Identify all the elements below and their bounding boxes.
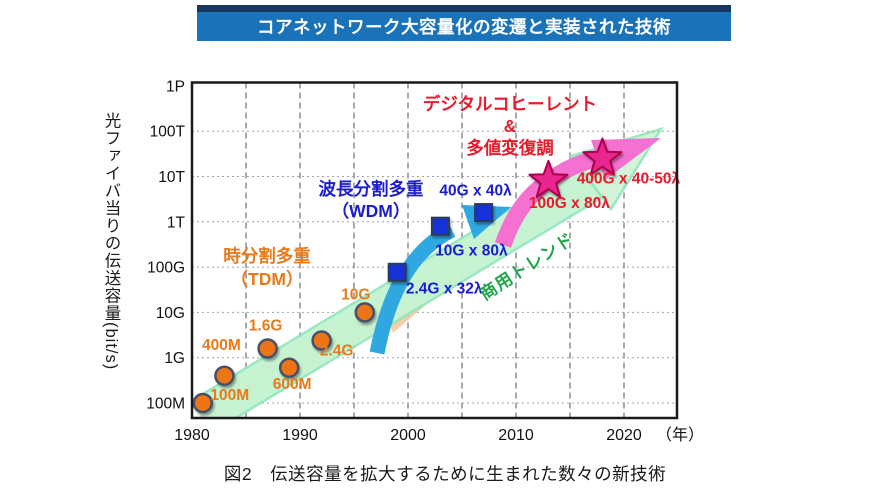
x-tick-label: 1990 <box>282 427 318 444</box>
point-label: 2.4G x 32λ <box>406 280 483 297</box>
title-banner: コアネットワーク大容量化の変遷と実装された技術 <box>197 5 731 41</box>
x-tick-label: 2020 <box>606 427 642 444</box>
wdm-era-label: 波長分割多重 （WDM） <box>319 178 424 222</box>
y-tick-label: 1G <box>164 350 185 367</box>
wdm-data-point <box>387 262 407 282</box>
y-tick-label: 100T <box>150 124 186 141</box>
y-tick-label: 100G <box>147 260 185 277</box>
coherent-arrow <box>494 149 603 248</box>
tdm-data-point <box>278 357 300 378</box>
tdm-data-point <box>214 365 235 386</box>
coherent-data-point <box>582 137 623 176</box>
point-label: 10G <box>341 286 370 303</box>
wdm-era-line1: 波長分割多重 <box>318 179 424 199</box>
x-axis-unit: （年） <box>656 426 704 444</box>
data-points <box>192 137 623 414</box>
banner-body: コアネットワーク大容量化の変遷と実装された技術 <box>197 12 731 41</box>
point-label: 1.6G <box>249 318 283 335</box>
axis-tick-labels: 1P 100T 10T 1T 100G 10G 1G 100M 1980 1990 2000 2010… <box>146 78 704 444</box>
x-tick-label: 2010 <box>498 427 534 444</box>
y-tick-label: 1P <box>166 78 185 95</box>
wdm-data-point <box>474 203 494 223</box>
tdm-era-line2: （TDM） <box>230 269 304 289</box>
coherent-era-line2: & <box>503 116 517 136</box>
banner-accent-bar <box>197 5 731 12</box>
tdm-era-label: 時分割多重 （TDM） <box>223 245 311 291</box>
y-tick-label: 10T <box>158 169 185 186</box>
plot-border <box>190 81 679 420</box>
point-label: 100G x 80λ <box>529 195 610 212</box>
x-tick-label: 2000 <box>390 427 426 444</box>
y-tick-label: 100M <box>146 396 185 413</box>
y-axis-title: 光ファイバ当りの伝送容量(bit/s) <box>102 111 120 371</box>
coherent-era-line3: 多値変復調 <box>466 138 554 158</box>
coherent-era-line1: デジタルコヒーレント <box>422 94 598 114</box>
coherent-era-label: デジタルコヒーレント & 多値変復調 <box>423 93 597 159</box>
point-label: 2.4G <box>320 343 354 360</box>
y-tick-label: 1T <box>167 214 186 231</box>
page-title: コアネットワーク大容量化の変遷と実装された技術 <box>257 17 671 37</box>
figure-caption: 図2 伝送容量を拡大するために生まれた数々の新技術 <box>223 464 667 484</box>
tdm-era-line1: 時分割多重 <box>223 246 311 266</box>
x-tick-label: 1980 <box>174 427 210 444</box>
data-point-labels: 100M 400M 1.6G 600M 2.4G 10G 2.4G x 32λ 10G x 8… <box>202 171 680 405</box>
wdm-data-point <box>430 216 450 236</box>
point-label: 40G x 40λ <box>439 183 512 200</box>
point-label: 600M <box>273 376 312 393</box>
y-tick-label: 10G <box>156 305 185 322</box>
point-label: 10G x 80λ <box>435 242 508 259</box>
point-label: 400G x 40-50λ <box>577 171 681 188</box>
point-label: 100M <box>210 387 249 404</box>
point-label: 400M <box>202 337 241 354</box>
tdm-data-point <box>192 392 214 414</box>
wdm-era-line2: （WDM） <box>331 201 411 221</box>
tdm-data-point <box>354 302 376 323</box>
tdm-data-point <box>311 330 332 351</box>
tdm-data-point <box>257 338 278 359</box>
coherent-data-point <box>528 159 569 199</box>
